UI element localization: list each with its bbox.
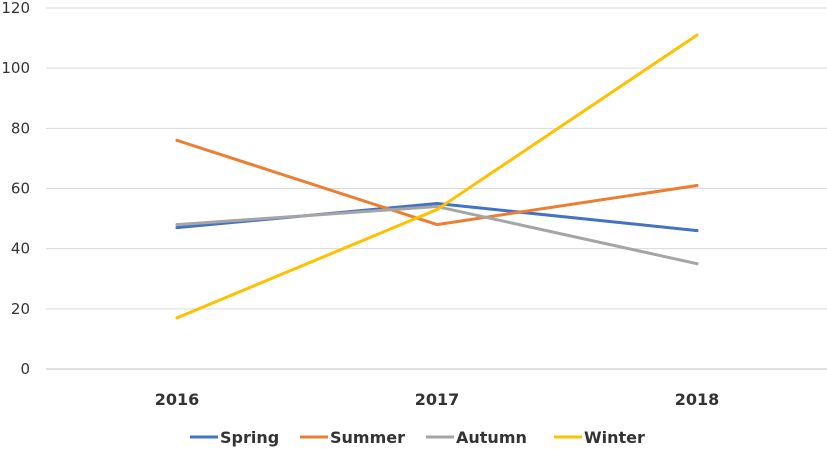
y-tick-label-120: 120 bbox=[1, 0, 30, 17]
point-winter-2018 bbox=[695, 33, 699, 37]
series-line-autumn bbox=[175, 205, 699, 266]
y-tick-label-60: 60 bbox=[11, 180, 30, 198]
legend-label-spring: Spring bbox=[220, 428, 279, 447]
point-summer-2018 bbox=[695, 183, 699, 187]
x-tick-label-2017: 2017 bbox=[415, 390, 460, 409]
point-summer-2017 bbox=[435, 223, 439, 227]
y-tick-label-0: 0 bbox=[20, 360, 30, 378]
point-spring-2017 bbox=[435, 202, 439, 206]
y-tick-label-20: 20 bbox=[11, 300, 30, 318]
x-tick-label-2018: 2018 bbox=[675, 390, 720, 409]
series-line-winter bbox=[175, 33, 699, 320]
point-autumn-2018 bbox=[695, 262, 699, 266]
point-spring-2016 bbox=[175, 226, 179, 230]
legend-label-summer: Summer bbox=[330, 428, 405, 447]
x-tick-label-2016: 2016 bbox=[155, 390, 200, 409]
point-spring-2018 bbox=[695, 229, 699, 233]
legend-label-autumn: Autumn bbox=[456, 428, 527, 447]
point-autumn-2016 bbox=[175, 223, 179, 227]
y-tick-label-40: 40 bbox=[11, 240, 30, 258]
series-line-summer bbox=[175, 138, 699, 227]
y-tick-label-100: 100 bbox=[1, 59, 30, 77]
point-winter-2017 bbox=[435, 208, 439, 212]
point-winter-2016 bbox=[175, 316, 179, 320]
point-summer-2016 bbox=[175, 138, 179, 142]
legend-label-winter: Winter bbox=[584, 428, 645, 447]
y-tick-label-80: 80 bbox=[11, 119, 30, 137]
